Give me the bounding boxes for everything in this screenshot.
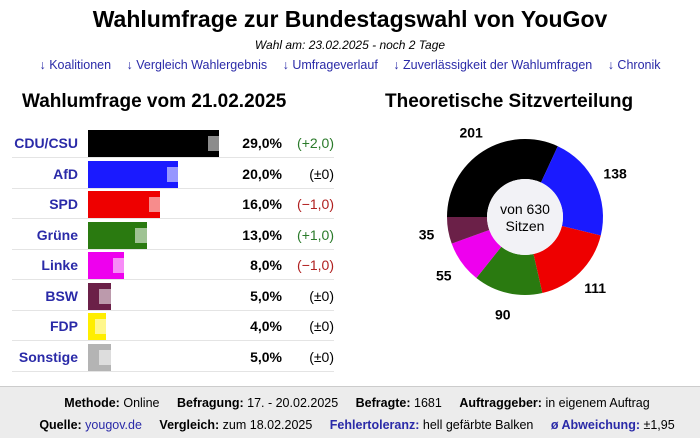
befragte-label: Befragte: [355,396,411,410]
befragung-value: 17. - 20.02.2025 [247,396,339,410]
seat-slice [540,146,603,236]
seat-label: 90 [495,306,511,322]
seat-label: 201 [459,125,483,141]
poll-row: AfD 20,0% (±0) [12,159,334,189]
methode-label: Methode: [64,396,120,410]
percent-value: 16,0% [242,196,282,212]
change-value: (±0) [309,318,334,334]
donut-center-text: Sitzen [506,218,545,234]
seats-heading: Theoretische Sitzverteilung [385,91,634,112]
error-range [94,319,118,334]
percent-value: 5,0% [250,348,282,365]
change-value: (−1,0) [297,196,334,212]
footer: Methode: Online Befragung: 17. - 20.02.2… [0,386,700,438]
link-chronik[interactable]: ↓ Chronik [607,58,661,72]
error-range [112,258,136,273]
party-label[interactable]: Grüne [36,226,78,243]
link-zuverlaessigkeit[interactable]: ↓ Zuverlässigkeit der Wahlumfragen [393,58,593,72]
quelle-link[interactable]: yougov.de [85,418,142,432]
poll-bar [88,160,179,188]
change-value: (±0) [309,165,334,182]
percent-value: 29,0% [242,135,282,151]
seat-label: 55 [436,267,452,283]
error-range [135,227,159,243]
seat-label: 35 [419,226,435,242]
fehlertoleranz-value: hell gefärbte Balken [422,418,534,432]
percent-value: 4,0% [250,318,282,334]
poll-bar [88,191,161,218]
abweichung-link[interactable]: ø Abweichung: [550,418,640,432]
seat-label: 111 [584,280,606,296]
seat-slice [476,246,543,295]
percent-value: 5,0% [250,287,282,304]
nav-links: ↓ Koalitionen ↓ Vergleich Wahlergebnis ↓… [0,58,700,72]
befragung-label: Befragung: [176,396,244,410]
page-title: Wahlumfrage zur Bundestagswahl von YouGo… [92,6,608,32]
change-value: (±0) [309,348,334,365]
percent-value: 13,0% [242,226,282,243]
election-date: Wahl am: 23.02.2025 - noch 2 Tage [254,38,446,52]
poll-bar [88,130,220,157]
percent-value: 20,0% [242,165,282,182]
party-label[interactable]: FDP [50,318,78,334]
donut-center [487,179,563,255]
abweichung-value: ±1,95 [643,418,675,432]
change-value: (±0) [309,287,334,304]
vergleich-label: Vergleich: [159,418,220,432]
party-label[interactable]: CDU/CSU [14,135,78,151]
poll-row: CDU/CSU 29,0% (+2,0) [12,128,334,158]
link-koalitionen[interactable]: ↓ Koalitionen [39,58,112,72]
error-range [207,136,231,151]
error-range [149,197,172,212]
party-label[interactable]: Linke [41,257,78,273]
poll-row: BSW 5,0% (±0) [12,281,334,311]
vergleich-value: zum 18.02.2025 [222,418,313,432]
error-range [99,349,122,365]
change-value: (+2,0) [297,135,334,151]
link-vergleich[interactable]: ↓ Vergleich Wahlergebnis [126,58,268,72]
party-label[interactable]: Sonstige [18,348,78,365]
poll-row: Grüne 13,0% (+1,0) [12,220,334,250]
party-label[interactable]: SPD [49,196,78,212]
error-range [167,166,190,182]
poll-heading: Wahlumfrage vom 21.02.2025 [22,91,287,112]
party-label[interactable]: AfD [53,165,78,182]
seat-slice [447,139,558,217]
percent-value: 8,0% [250,257,282,273]
fehlertoleranz-link[interactable]: Fehlertoleranz: [329,418,420,432]
donut-center-text: von 630 [500,201,550,217]
methode-value: Online [123,396,160,410]
change-value: (−1,0) [297,257,334,273]
poll-row: Linke 8,0% (−1,0) [12,250,334,280]
seat-slice [451,229,502,278]
change-value: (+1,0) [297,226,334,243]
error-range [99,288,122,304]
seat-label: 138 [603,166,627,182]
auftraggeber-label: Auftraggeber: [459,396,542,410]
party-label[interactable]: BSW [45,287,78,304]
poll-row: SPD 16,0% (−1,0) [12,189,334,219]
auftraggeber-value: in eigenem Auftrag [545,396,650,410]
poll-row: Sonstige 5,0% (±0) [12,342,334,372]
seat-slice [447,217,490,244]
befragte-value: 1681 [414,396,442,410]
link-umfrageverlauf[interactable]: ↓ Umfrageverlauf [282,58,378,72]
poll-row: FDP 4,0% (±0) [12,311,334,341]
quelle-label: Quelle: [39,418,82,432]
seat-slice [533,226,601,294]
